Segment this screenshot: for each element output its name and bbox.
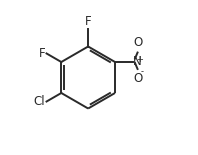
Text: Cl: Cl [34,95,45,108]
Text: +: + [136,55,143,64]
Text: O: O [134,36,143,49]
Text: N: N [133,55,142,68]
Text: F: F [39,47,45,60]
Text: F: F [85,15,91,28]
Text: O: O [134,72,143,85]
Text: -: - [141,67,144,76]
